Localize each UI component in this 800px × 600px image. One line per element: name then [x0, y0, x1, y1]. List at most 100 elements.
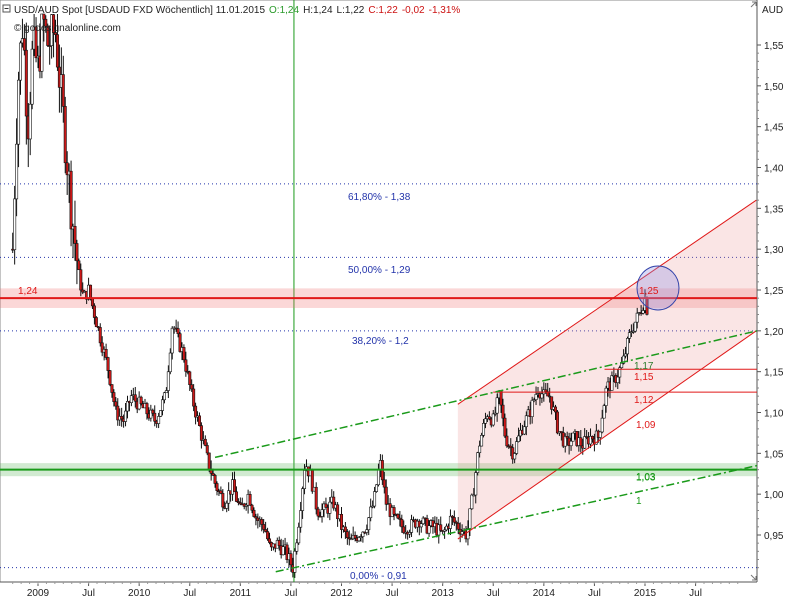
candle-body — [166, 371, 170, 391]
candle-body — [262, 524, 266, 530]
x-tick-label: 2014 — [533, 588, 556, 599]
candle-body — [46, 25, 50, 46]
candle-body — [260, 519, 264, 525]
candle-body — [81, 289, 85, 293]
candle-body — [40, 13, 44, 72]
candle-body — [361, 531, 365, 537]
candle-body — [345, 531, 349, 539]
candle-body — [108, 370, 112, 385]
candle-body — [398, 517, 402, 520]
candle-body — [299, 510, 303, 528]
y-axis-ticks: 1,55 1,50 1,45 1,40 1,35 1,30 1,25 1,20 1,15 1,10… — [757, 41, 784, 569]
candle-body — [454, 521, 458, 524]
candle-body — [505, 435, 509, 447]
candle-body — [569, 440, 573, 447]
candle-body — [427, 525, 431, 534]
currency-label: AUD — [762, 5, 783, 16]
candle-body — [252, 509, 256, 517]
level-label: 50,00% - 1,29 — [348, 265, 411, 276]
level-label: 1,03 — [636, 473, 656, 484]
candle-body — [641, 310, 645, 314]
candle-body — [410, 519, 414, 533]
change-pct-text: -1,31% — [429, 5, 461, 16]
candle-body — [30, 48, 34, 105]
x-tick-label: 2010 — [128, 588, 151, 599]
candle-body — [266, 531, 270, 540]
candle-body — [178, 333, 182, 352]
candle-body — [170, 327, 174, 354]
candle-body — [199, 425, 203, 441]
candle-body — [392, 507, 396, 515]
candle-body — [149, 409, 153, 419]
candle-body — [61, 74, 65, 107]
candle-body — [635, 312, 639, 323]
candle-body — [365, 529, 369, 533]
overlays-layer: 61,80% - 1,38 50,00% - 1,29 38,20% - 1,2 0,… — [0, 192, 758, 582]
candle-body — [554, 406, 558, 413]
y-tick-label: 1,10 — [764, 409, 784, 420]
green-trendline-lower — [275, 464, 758, 573]
candle-body — [367, 517, 371, 531]
candle-body — [52, 14, 56, 33]
level-label: 1,09 — [636, 420, 656, 431]
candle-body — [376, 469, 380, 486]
candle-body — [77, 260, 81, 271]
x-tick-label: 2009 — [27, 588, 50, 599]
x-axis-panel — [0, 582, 800, 600]
candle-body — [324, 503, 328, 508]
low-text: L:1,22 — [337, 5, 365, 16]
candle-body — [213, 475, 217, 484]
candle-body — [303, 470, 307, 489]
candle-body — [534, 393, 538, 400]
candle-body — [44, 18, 48, 27]
candle-body — [339, 514, 343, 530]
candle-body — [22, 38, 26, 51]
corner-arrow-icon[interactable] — [750, 1, 757, 8]
candle-body — [139, 396, 143, 404]
candle-body — [42, 13, 46, 20]
candle-body — [627, 332, 631, 339]
candle-body — [343, 526, 347, 532]
candle-body — [79, 269, 83, 291]
candle-body — [125, 401, 129, 412]
candle-body — [110, 384, 114, 393]
level-label: 1 — [636, 496, 642, 507]
x-tick-label: 2011 — [230, 588, 252, 599]
chart-title: USD/AUD Spot [USDAUD FXD Wöchentlich] 11… — [14, 5, 460, 16]
candle-body — [116, 405, 120, 421]
candle-body — [232, 479, 236, 493]
chart-header: USD/AUD Spot [USDAUD FXD Wöchentlich] 11… — [2, 1, 783, 581]
candle-body — [371, 505, 375, 508]
level-label: 1,03 — [636, 472, 656, 483]
candle-body — [517, 435, 521, 442]
grid-layer — [0, 0, 757, 582]
candle-body — [620, 363, 624, 369]
level-label: 1,17 — [634, 361, 654, 372]
symbol-text: USD/AUD Spot [USDAUD FXD Wöchentlich] 11… — [14, 5, 265, 16]
x-tick-label: 2013 — [432, 588, 455, 599]
candle-body — [357, 537, 361, 542]
y-tick-label: 1,25 — [764, 286, 784, 297]
scroll-arrow-icon[interactable] — [750, 574, 757, 581]
candle-body — [400, 519, 404, 528]
x-tick-label: Jul — [689, 588, 702, 599]
candle-body — [55, 34, 59, 68]
candles-layer — [11, 13, 649, 578]
candle-body — [176, 328, 180, 335]
candle-body — [610, 375, 614, 391]
candle-body — [248, 494, 252, 506]
y-tick-label: 1,40 — [764, 164, 784, 175]
candle-body — [197, 415, 201, 426]
y-tick-label: 1,05 — [764, 449, 784, 460]
x-axis-ticks: 2009 Jul 2010 Jul 2011 Jul 2012 Jul 2013 Jul 2014 J… — [12, 582, 739, 599]
candle-body — [182, 347, 186, 361]
candle-body — [234, 491, 238, 502]
candle-body — [503, 417, 507, 437]
x-tick-label: Jul — [82, 588, 95, 599]
open-text: O:1,24 — [269, 5, 299, 16]
candle-body — [382, 479, 386, 488]
candle-body — [559, 431, 563, 434]
candle-body — [192, 388, 196, 407]
candle-body — [277, 540, 281, 547]
candle-body — [349, 538, 353, 541]
